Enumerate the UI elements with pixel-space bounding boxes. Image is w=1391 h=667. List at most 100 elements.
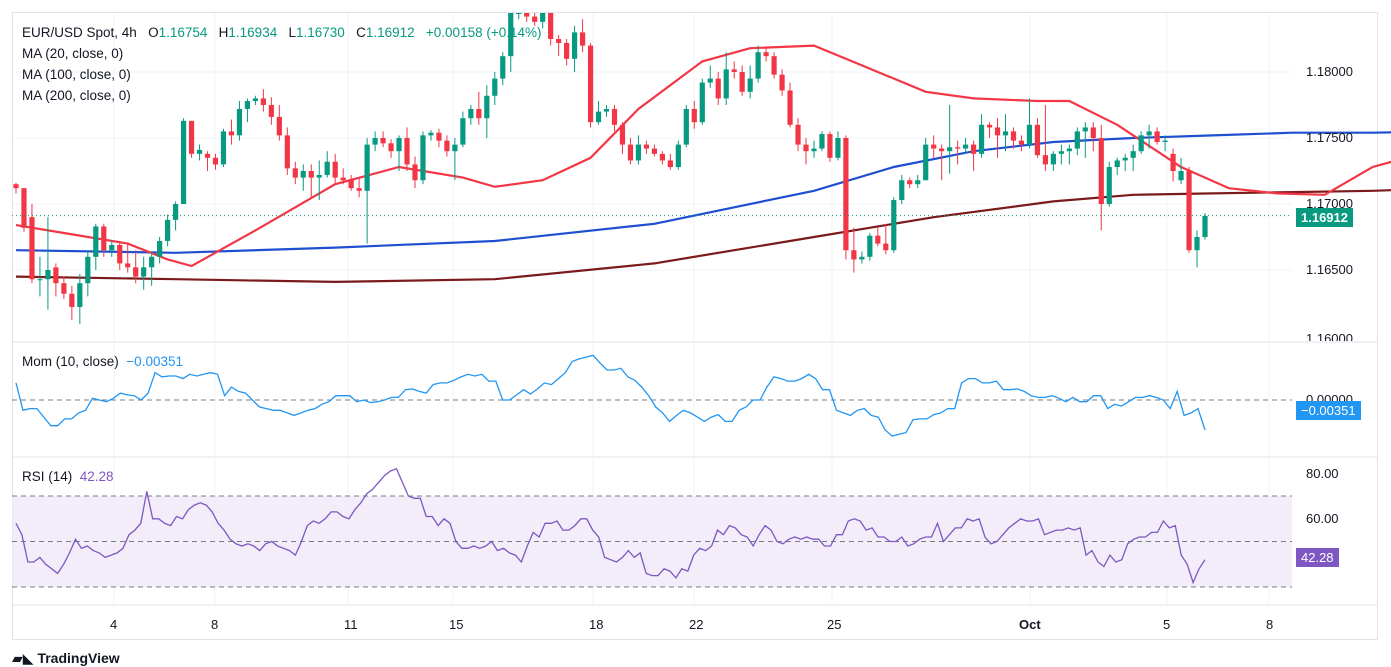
candle-body [643,144,650,149]
candle [683,105,689,148]
candle [1058,144,1064,165]
candle [260,89,266,112]
open-value: 1.16754 [158,25,208,40]
candle-body [149,256,155,268]
candle [1050,151,1056,171]
candle-body [1202,215,1208,237]
ma100-legend[interactable]: MA (100, close, 0) [22,67,131,82]
candle-body [316,174,322,178]
candle-body [763,52,769,57]
rsi-legend[interactable]: RSI (14) 42.28 [22,469,114,484]
candle-body [859,256,865,260]
momentum-value: −0.00351 [126,354,183,369]
candle-body [723,69,729,99]
candle-body [795,124,801,145]
candle [1146,124,1152,149]
time-tick: 5 [1163,617,1171,632]
candle [899,174,905,204]
momentum-line [15,354,1206,437]
candle [364,138,370,244]
candle [643,140,650,154]
candle [931,135,937,158]
candle [827,131,833,162]
momentum-zero-tick: 0.00000 [1306,392,1353,402]
candle [1114,157,1120,175]
candle [348,174,354,191]
candle-body [484,95,490,119]
candle-body [931,144,937,149]
candle [1066,144,1072,165]
candle-body [93,226,99,257]
time-tick: 8 [211,617,219,632]
candle [1106,161,1112,207]
candle [476,91,482,125]
candle [867,233,873,261]
tradingview-logo[interactable]: ▰◣ TradingView [12,650,120,667]
time-tick-month: Oct [1019,617,1041,632]
current-price-tag: 1.16912 [1296,208,1353,227]
candle-body [292,168,298,178]
price-tick: 1.17000 [1306,196,1353,211]
ma20-legend[interactable]: MA (20, close, 0) [22,46,124,61]
candle [1154,127,1160,145]
candle-body [372,138,378,145]
candle [45,217,51,310]
candle-body [875,235,881,244]
candle [396,135,402,171]
candle-body [667,160,673,168]
candle [340,168,346,185]
candle-body [196,149,203,154]
candle [1170,148,1176,182]
candle [1162,135,1168,152]
rsi-tick: 60.00 [1306,511,1339,526]
candle-body [77,283,83,307]
candle [404,127,410,171]
candle-body [819,134,825,149]
candle-body [1002,131,1009,136]
candle [292,161,298,185]
candle-body [468,108,474,119]
candle [579,19,586,53]
candle [204,151,211,171]
candle [300,164,306,191]
candle-body [715,78,721,99]
ma200-legend[interactable]: MA (200, close, 0) [22,88,131,103]
candle [963,138,969,154]
logo-icon: ▰◣ [12,650,34,666]
candle [859,251,865,264]
candle-body [300,171,306,178]
candle [165,214,171,247]
candle [986,122,993,138]
candle [851,227,857,273]
candle-body [739,72,745,92]
candle [883,223,889,255]
time-tick: 25 [827,617,842,632]
candle-body [244,101,251,109]
candle-body [691,108,697,123]
symbol-title[interactable]: EUR/USD Spot, 4h [22,25,137,40]
candle [188,120,195,158]
candle-body [1114,160,1120,168]
rsi-current-tag: 42.28 [1296,548,1339,567]
candle [212,153,219,170]
grid-lines [12,13,1378,606]
momentum-legend[interactable]: Mom (10, close) −0.00351 [22,354,183,369]
candle-body [939,148,945,152]
candle [133,250,139,284]
candle-body [675,144,681,168]
candle [970,140,977,171]
candle-body [548,13,554,39]
candle [13,182,19,194]
candle-body [284,135,290,169]
candle-body [53,267,59,284]
candle-body [771,56,777,75]
rsi-value: 42.28 [79,469,114,484]
candle-body [1154,131,1160,142]
candle [380,131,386,148]
candle [675,140,681,170]
candle [172,201,179,231]
candle-body [180,120,187,204]
price-tick: 1.18000 [1306,64,1353,79]
candle [508,13,514,72]
